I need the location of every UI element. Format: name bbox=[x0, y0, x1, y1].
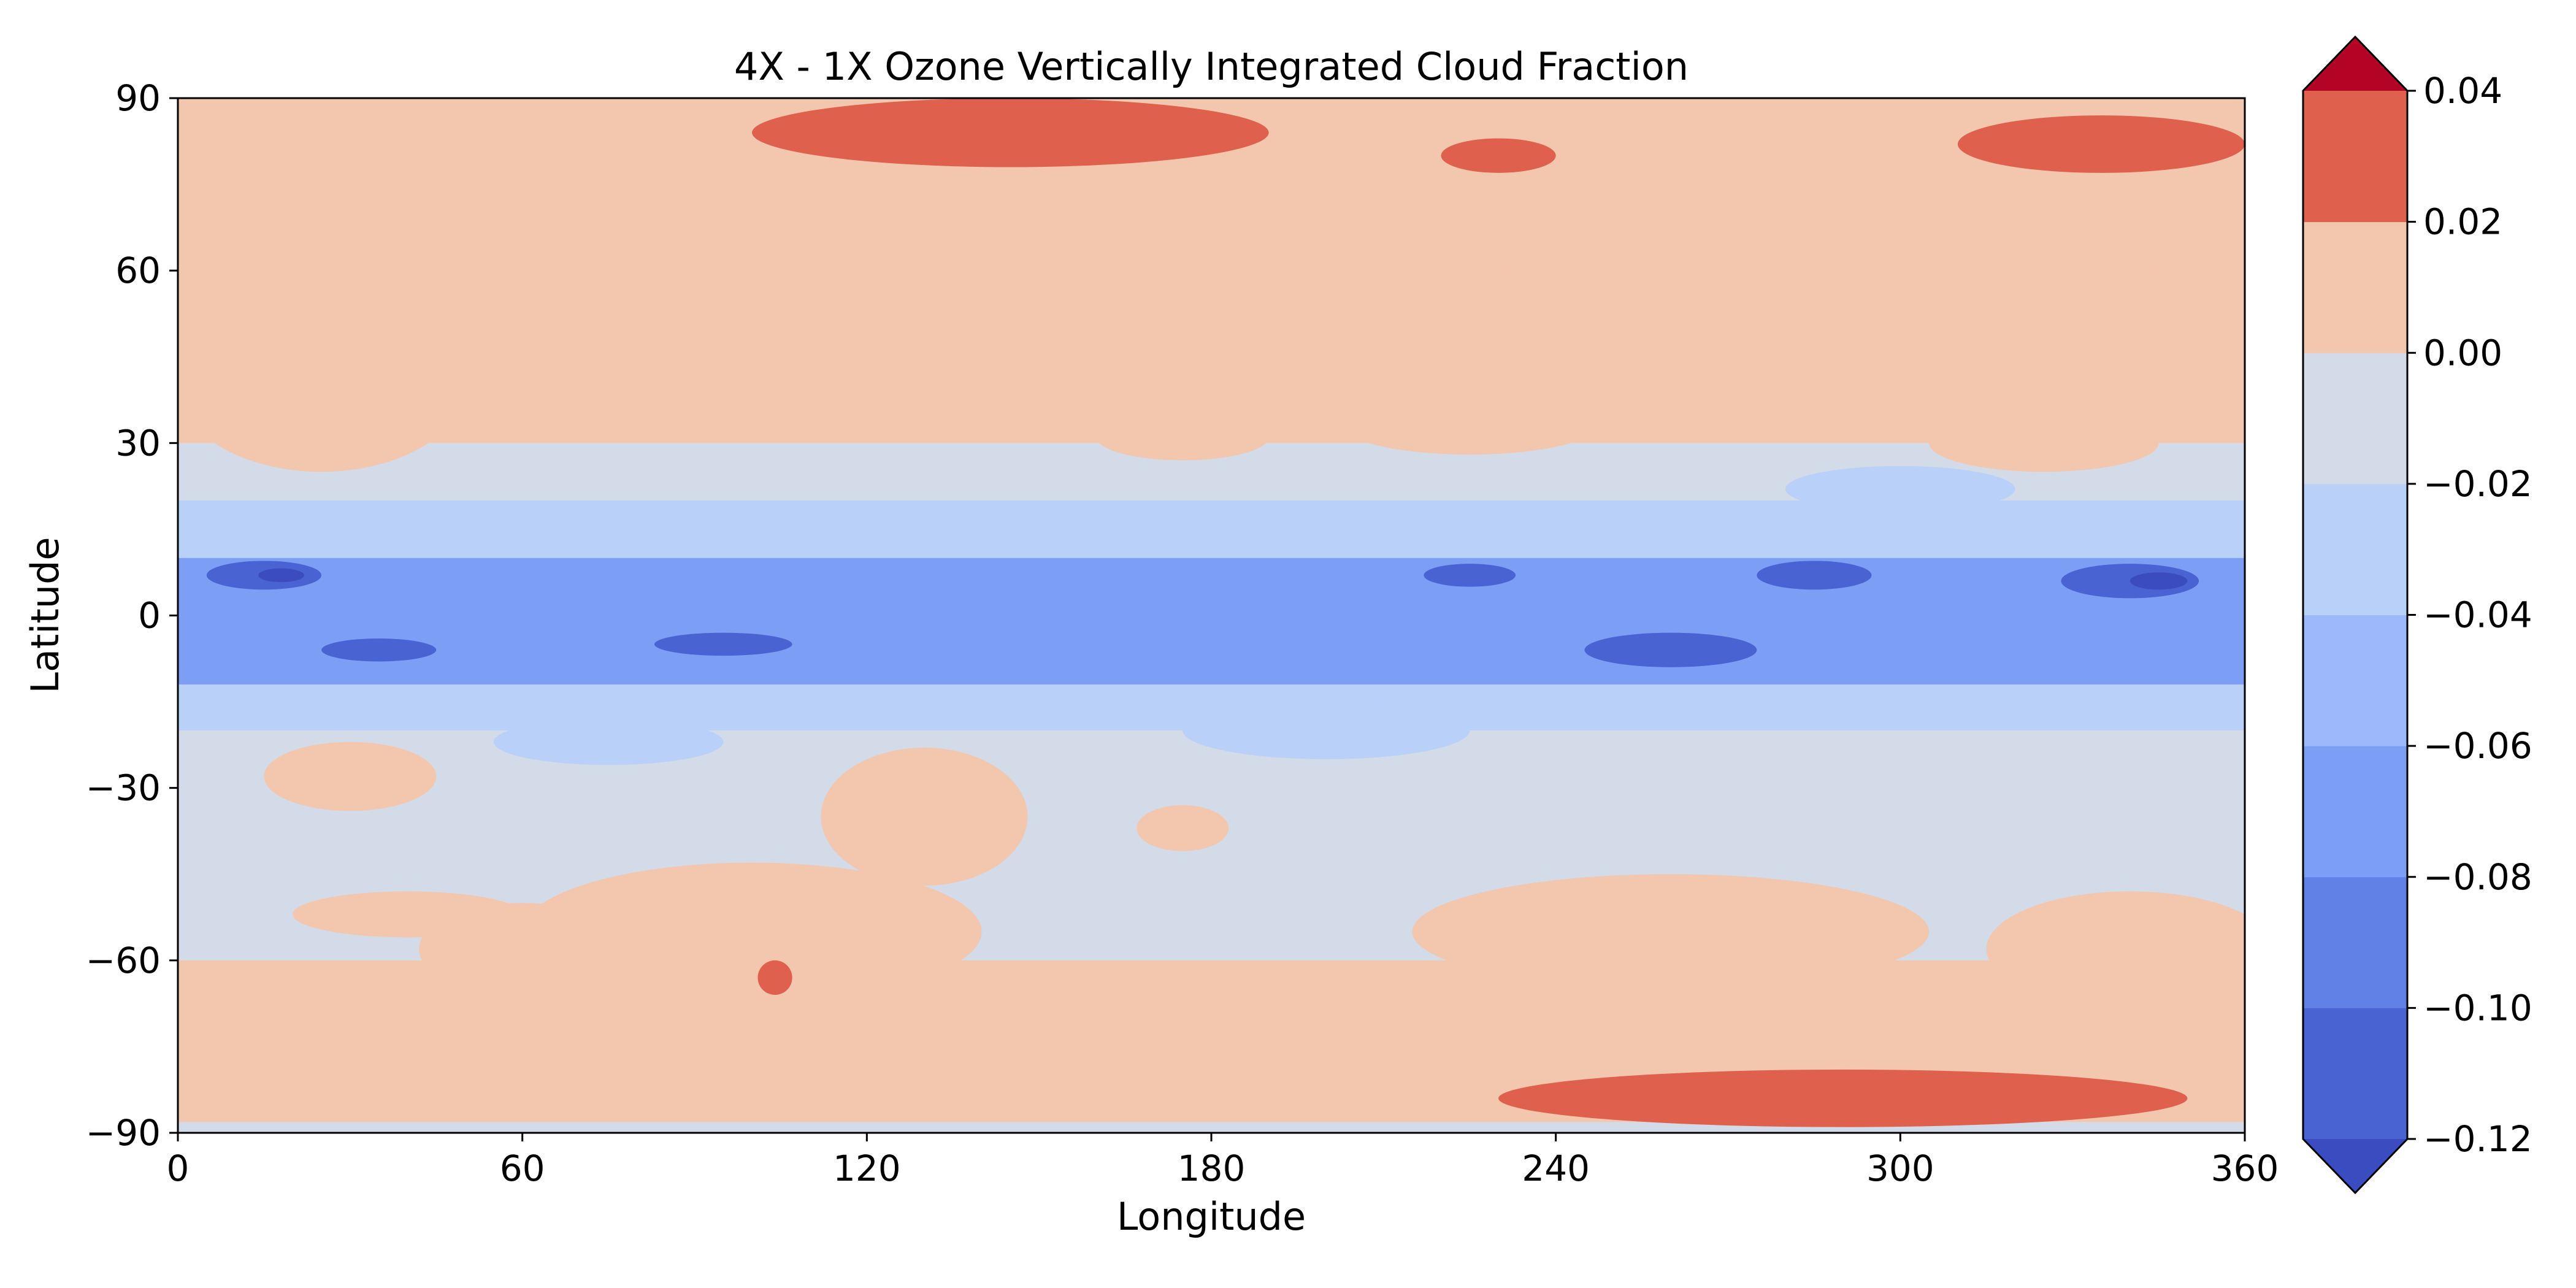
colorbar-extend-max bbox=[2303, 37, 2407, 91]
contour-patch bbox=[1183, 702, 1470, 759]
x-tick-label: 180 bbox=[1178, 1148, 1246, 1189]
x-tick-label: 0 bbox=[167, 1148, 190, 1189]
contour-patch bbox=[258, 568, 304, 583]
contour-patch bbox=[1957, 115, 2245, 173]
contour-patch bbox=[757, 960, 792, 995]
x-tick-label: 120 bbox=[833, 1148, 901, 1189]
colorbar-tick-label: 0.00 bbox=[2423, 332, 2502, 374]
y-axis: 90 60 30 0 −30 −60 −90 bbox=[86, 77, 178, 1154]
chart-title: 4X - 1X Ozone Vertically Integrated Clou… bbox=[734, 44, 1689, 89]
plot-area bbox=[178, 98, 2245, 1133]
contour-patch bbox=[1757, 561, 1872, 590]
colorbar-segment bbox=[2303, 353, 2407, 485]
y-tick-label: −30 bbox=[86, 767, 161, 809]
colorbar-segment bbox=[2303, 221, 2407, 353]
contour-patch bbox=[855, 569, 994, 604]
contour-patch bbox=[2072, 270, 2245, 386]
y-tick-label: 90 bbox=[115, 77, 161, 119]
colorbar-tick-label: 0.02 bbox=[2423, 201, 2502, 243]
contour-patch bbox=[264, 742, 437, 811]
contour-patch bbox=[1986, 891, 2245, 1006]
contour-patch bbox=[1584, 632, 1757, 667]
colorbar-segment bbox=[2303, 1008, 2407, 1140]
colorbar-tick-label: −0.08 bbox=[2423, 856, 2532, 898]
contour-patch bbox=[1842, 172, 2188, 288]
contour-patch bbox=[1343, 397, 1597, 455]
latitude-band bbox=[178, 270, 2245, 444]
contour-patch bbox=[1785, 466, 2015, 512]
y-tick-label: 0 bbox=[138, 595, 161, 637]
contour-patch bbox=[493, 719, 724, 765]
x-tick-label: 300 bbox=[1866, 1148, 1934, 1189]
x-tick-label: 240 bbox=[1522, 1148, 1590, 1189]
contour-patches bbox=[178, 98, 2245, 1127]
contour-patch bbox=[683, 380, 821, 437]
colorbar-tick-label: 0.04 bbox=[2423, 70, 2502, 112]
colorbar-segment bbox=[2303, 746, 2407, 878]
contour-patch bbox=[752, 98, 1269, 167]
x-axis-label: Longitude bbox=[1117, 1194, 1306, 1239]
latitude-band bbox=[178, 558, 2245, 594]
colorbar-segment bbox=[2303, 615, 2407, 746]
contour-patch bbox=[1154, 132, 1843, 271]
contour-patch bbox=[1067, 305, 1183, 351]
contour-patch bbox=[665, 172, 1125, 288]
x-tick-label: 360 bbox=[2211, 1148, 2279, 1189]
contour-patch bbox=[1274, 581, 1436, 616]
contour-patch bbox=[2129, 572, 2188, 590]
latitude-band bbox=[178, 592, 2245, 616]
contour-patch bbox=[1137, 805, 1229, 851]
x-axis: 0 60 120 180 240 300 360 bbox=[167, 1133, 2279, 1189]
contour-patch bbox=[1441, 138, 1556, 173]
colorbar-tick-label: −0.10 bbox=[2423, 987, 2532, 1029]
contour-patch bbox=[1096, 414, 1269, 461]
y-tick-label: −60 bbox=[86, 940, 161, 981]
x-tick-label: 60 bbox=[500, 1148, 545, 1189]
latitude-bands bbox=[178, 98, 2245, 1122]
y-tick-label: −90 bbox=[86, 1112, 161, 1154]
contour-patch bbox=[1424, 564, 1516, 587]
contour-patch bbox=[1498, 1069, 2188, 1127]
colorbar-extend-min bbox=[2303, 1139, 2407, 1193]
colorbar-tick-label: −0.02 bbox=[2423, 463, 2532, 505]
contour-patch bbox=[321, 638, 437, 662]
contour-patch bbox=[1929, 414, 2159, 472]
y-tick-label: 60 bbox=[115, 250, 161, 291]
colorbar-tick-label: −0.12 bbox=[2423, 1118, 2532, 1160]
colorbar: 0.04 0.02 0.00 −0.02 −0.04 −0.06 −0.08 −0.10 −0.… bbox=[2302, 35, 2532, 1195]
contour-patch bbox=[654, 632, 792, 656]
contour-patch bbox=[522, 862, 982, 1001]
contour-patch bbox=[178, 299, 466, 472]
colorbar-segment bbox=[2303, 876, 2407, 1008]
contour-patch bbox=[821, 748, 1028, 886]
colorbar-segment bbox=[2303, 91, 2407, 223]
latitude-band bbox=[178, 650, 2245, 685]
colorbar-tick-label: −0.04 bbox=[2423, 594, 2532, 636]
y-axis-label: Latitude bbox=[23, 537, 67, 693]
latitude-band bbox=[178, 615, 2245, 651]
colorbar-segment bbox=[2303, 483, 2407, 615]
contour-patch bbox=[1412, 874, 1930, 989]
contour-patch bbox=[1613, 299, 1843, 357]
colorbar-tick-label: −0.06 bbox=[2423, 725, 2532, 767]
y-tick-label: 30 bbox=[115, 422, 161, 464]
contour-patch bbox=[293, 891, 523, 938]
